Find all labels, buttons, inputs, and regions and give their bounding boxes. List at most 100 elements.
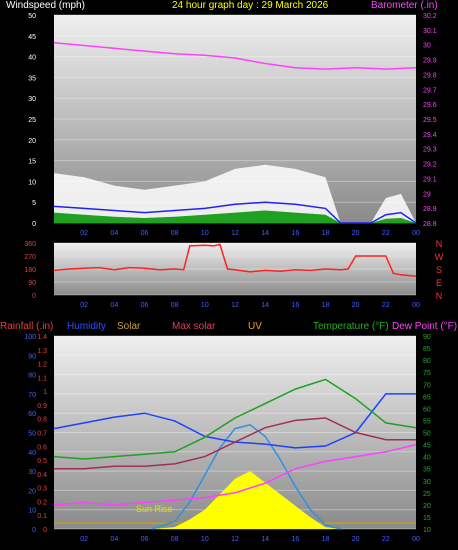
tick-left-climate-6: 60: [28, 411, 36, 418]
tick-left-wind-4: 20: [28, 138, 36, 145]
max-solar-line: [151, 423, 341, 530]
tick-right-climate-12: 70: [423, 382, 431, 389]
tick-right-climate-16: 90: [423, 334, 431, 341]
tick-right-wind-5: 29.3: [423, 147, 437, 154]
tick-left-climate-8: 80: [28, 373, 36, 380]
tick-left-wind-6: 30: [28, 96, 36, 103]
tick-left-dir-0: 0: [32, 293, 36, 300]
tick-x-climate-11: 00: [412, 536, 420, 543]
tick-x-dir-2: 06: [141, 302, 149, 309]
tick-left-wind-5: 25: [28, 117, 36, 124]
tick-left-dir-2: 180: [24, 267, 36, 274]
tick-rain-7: 0.7: [37, 431, 47, 438]
legend-rainfall: Rainfall (.in): [0, 321, 54, 332]
barometer-line: [53, 41, 417, 70]
tick-right-wind-8: 29.6: [423, 102, 437, 109]
tick-x-climate-1: 04: [110, 536, 118, 543]
tick-x-dir-3: 08: [171, 302, 179, 309]
tick-left-climate-1: 10: [28, 508, 36, 515]
tick-left-wind-0: 0: [32, 221, 36, 228]
tick-right-climate-14: 80: [423, 358, 431, 365]
legend-temperature: Temperature (°F): [313, 321, 389, 332]
tick-left-dir-3: 270: [24, 254, 36, 261]
tick-right-wind-7: 29.5: [423, 117, 437, 124]
tick-x-wind-3: 08: [171, 230, 179, 237]
tick-x-wind-6: 14: [261, 230, 269, 237]
tick-left-wind-3: 15: [28, 159, 36, 166]
tick-rain-2: 0.2: [37, 499, 47, 506]
tick-right-wind-14: 30.2: [423, 13, 437, 20]
tick-right-wind-3: 29.1: [423, 176, 437, 183]
tick-x-dir-1: 04: [110, 302, 118, 309]
tick-rain-5: 0.5: [37, 458, 47, 465]
tick-x-climate-6: 14: [261, 536, 269, 543]
tick-right-climate-11: 65: [423, 394, 431, 401]
graph-title: 24 hour graph day : 29 March 2026: [172, 0, 329, 11]
tick-right-wind-12: 30: [423, 43, 431, 50]
legend-dewpoint: Dew Point (°F): [392, 321, 458, 332]
tick-x-climate-5: 12: [231, 536, 239, 543]
tick-right-wind-1: 28.9: [423, 206, 437, 213]
tick-right-climate-4: 30: [423, 479, 431, 486]
tick-right-climate-9: 55: [423, 418, 431, 425]
compass-3: E: [436, 278, 442, 288]
tick-left-wind-7: 35: [28, 75, 36, 82]
compass-1: W: [435, 252, 444, 262]
tick-x-dir-10: 22: [382, 302, 390, 309]
tick-x-climate-3: 08: [171, 536, 179, 543]
tick-x-climate-8: 18: [322, 536, 330, 543]
tick-right-climate-15: 85: [423, 346, 431, 353]
tick-rain-12: 1.2: [37, 362, 47, 369]
tick-right-climate-7: 45: [423, 443, 431, 450]
tick-left-wind-1: 5: [32, 200, 36, 207]
tick-left-climate-4: 40: [28, 450, 36, 457]
tick-right-wind-9: 29.7: [423, 87, 437, 94]
tick-right-climate-10: 60: [423, 406, 431, 413]
legend-max-solar: Max solar: [172, 321, 216, 332]
tick-rain-0: 0: [43, 527, 47, 534]
tick-rain-9: 0.9: [37, 403, 47, 410]
barometer-axis-title: Barometer (.in): [371, 0, 438, 11]
tick-left-dir-1: 90: [28, 280, 36, 287]
wind-direction-line: [53, 243, 417, 277]
tick-right-wind-0: 28.8: [423, 221, 437, 228]
tick-right-climate-2: 20: [423, 503, 431, 510]
tick-left-climate-3: 30: [28, 469, 36, 476]
tick-x-dir-4: 10: [201, 302, 209, 309]
tick-rain-1: 0.1: [37, 513, 47, 520]
tick-right-climate-13: 75: [423, 370, 431, 377]
compass-4: N: [436, 291, 443, 301]
tick-rain-8: 0.8: [37, 417, 47, 424]
tick-x-wind-4: 10: [201, 230, 209, 237]
tick-right-wind-11: 29.9: [423, 58, 437, 65]
tick-left-climate-5: 50: [28, 431, 36, 438]
tick-x-climate-0: 02: [80, 536, 88, 543]
tick-right-wind-10: 29.8: [423, 72, 437, 79]
tick-right-climate-3: 25: [423, 491, 431, 498]
feels-line: [54, 417, 416, 470]
tick-left-climate-0: 0: [32, 527, 36, 534]
tick-x-wind-5: 12: [231, 230, 239, 237]
tick-x-wind-9: 20: [352, 230, 360, 237]
tick-right-wind-6: 29.4: [423, 132, 437, 139]
tick-left-climate-2: 20: [28, 488, 36, 495]
tick-rain-6: 0.6: [37, 444, 47, 451]
tick-rain-3: 0.3: [37, 486, 47, 493]
solar-area: [152, 471, 341, 529]
tick-rain-10: 1: [43, 389, 47, 396]
tick-left-climate-9: 90: [28, 353, 36, 360]
tick-x-climate-10: 22: [382, 536, 390, 543]
tick-x-dir-8: 18: [322, 302, 330, 309]
dewpoint-line: [53, 443, 417, 506]
tick-x-dir-0: 02: [80, 302, 88, 309]
compass-0: N: [436, 239, 443, 249]
tick-right-climate-6: 40: [423, 455, 431, 462]
tick-x-dir-9: 20: [352, 302, 360, 309]
legend-humidity: Humidity: [67, 321, 106, 332]
tick-right-climate-0: 10: [423, 527, 431, 534]
tick-x-climate-7: 16: [291, 536, 299, 543]
wind-avg-area: [54, 210, 416, 223]
tick-x-dir-6: 14: [261, 302, 269, 309]
tick-x-wind-7: 16: [291, 230, 299, 237]
tick-x-wind-8: 18: [322, 230, 330, 237]
